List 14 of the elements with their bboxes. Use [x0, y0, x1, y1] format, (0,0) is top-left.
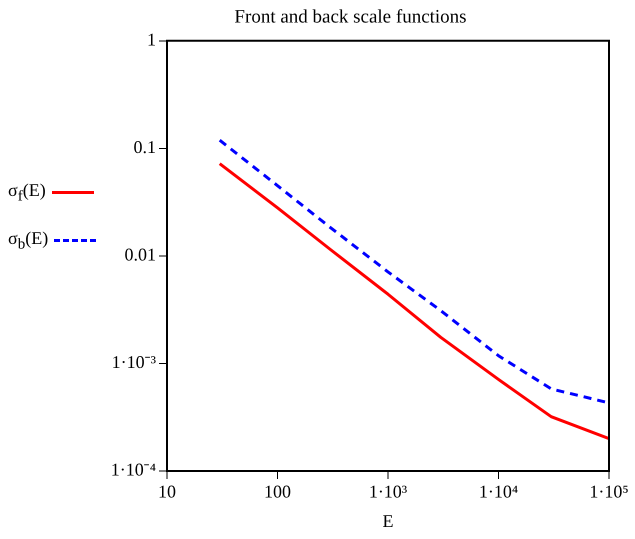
y-tick-label: 0.1: [134, 137, 156, 158]
chart-title: Front and back scale functions: [234, 6, 467, 28]
x-tick-label: 1·10⁵: [589, 482, 629, 502]
x-tick-label: 1·10³: [368, 482, 408, 502]
x-axis-title: E: [382, 510, 394, 531]
x-tick-label: 100: [264, 482, 291, 502]
y-tick-label: 0.01: [124, 244, 156, 265]
legend-label: σ$_{f}$(E): [8, 180, 46, 206]
x-tick-label: 10: [158, 482, 176, 502]
y-tick-label: 1·10⁻³: [112, 352, 157, 372]
y-tick-label: 1: [147, 30, 156, 50]
y-tick-label: 1·10⁻⁴: [110, 460, 156, 480]
legend-label: σ$_{b}$(E): [8, 228, 48, 254]
x-tick-label: 1·10⁴: [478, 482, 518, 502]
